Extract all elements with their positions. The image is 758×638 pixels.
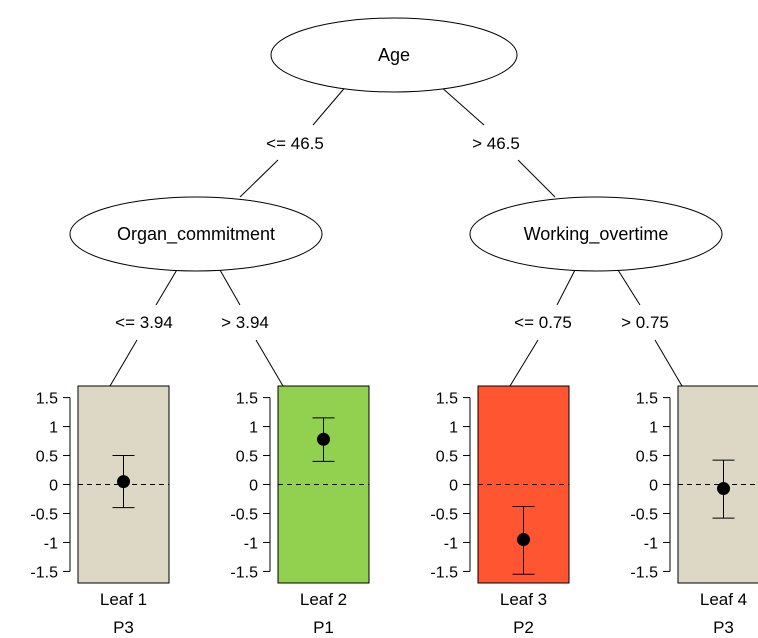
- leaf-tick-label: -0.5: [430, 506, 458, 523]
- leaf-name: Leaf 4: [700, 590, 747, 609]
- leaf-profile: P1: [313, 618, 334, 637]
- leaf-panel-3: 1.5 1 0.5 0 -0.5 -1 -1.5 Leaf 3 P2: [430, 385, 570, 637]
- edge-right-right-upper: [617, 269, 641, 306]
- inner-node-ellipse: [469, 196, 723, 272]
- leaf-tick-label: -1: [644, 535, 658, 552]
- leaf-tick-label: 1: [649, 420, 658, 437]
- leaf-estimate-point: [717, 482, 730, 496]
- leaf-name: Leaf 1: [100, 590, 147, 609]
- leaf-tick-label: 1.5: [236, 391, 258, 408]
- leaf-tick-label: -1.5: [630, 564, 658, 581]
- inner-node-ellipse: [69, 196, 323, 272]
- leaf-tick-label: -1: [44, 535, 58, 552]
- split-label-root-right: > 46.5: [472, 134, 520, 153]
- leaf-tick-label: 0.5: [436, 449, 458, 466]
- leaf-tick-label: 1: [49, 420, 58, 437]
- leaf-tick-label: -1.5: [30, 564, 58, 581]
- leaf-tick-label: 1.5: [436, 391, 458, 408]
- leaf-tick-label: 1: [449, 420, 458, 437]
- split-label-right-left: <= 0.75: [514, 313, 572, 332]
- leaf-estimate-point: [517, 533, 530, 547]
- leaf-tick-label: 0: [49, 478, 58, 495]
- edge-root-left-lower: [239, 159, 279, 198]
- root-node-label: Age: [378, 45, 410, 65]
- edge-root-right-lower: [517, 159, 556, 198]
- leaf-estimate-point: [317, 432, 330, 446]
- leaf-estimate-point: [117, 475, 130, 489]
- inner-node-organ-commitment: Organ_commitment: [69, 196, 323, 272]
- edge-right-left-upper: [556, 269, 576, 306]
- leaf-tick-label: 0.5: [636, 449, 658, 466]
- leaf-tick-label: -0.5: [30, 506, 58, 523]
- split-label-root-left: <= 46.5: [266, 134, 324, 153]
- leaf-name: Leaf 3: [500, 590, 547, 609]
- split-label-left-right: > 3.94: [221, 313, 269, 332]
- edge-left-right-lower: [255, 339, 284, 387]
- split-label-left-left: <= 3.94: [115, 313, 173, 332]
- leaf-panel-4: 1.5 1 0.5 0 -0.5 -1 -1.5 Leaf 4 P3: [630, 385, 758, 637]
- leaf-panel-1: 1.5 1 0.5 0 -0.5 -1 -1.5 Leaf 1 P3: [30, 385, 170, 637]
- leaf-profile: P3: [113, 618, 134, 637]
- edge-root-left-upper: [312, 83, 349, 126]
- leaf-tick-label: 1: [249, 420, 258, 437]
- leaf-tick-label: -1.5: [230, 564, 258, 581]
- leaf-tick-label: 1.5: [636, 391, 658, 408]
- leaf-name: Leaf 2: [300, 590, 347, 609]
- root-node: Age: [270, 17, 518, 93]
- edge-left-right-upper: [219, 269, 241, 306]
- edge-root-right-upper: [439, 85, 485, 126]
- tree-edges: [109, 83, 683, 387]
- leaf-tick-label: 1.5: [36, 391, 58, 408]
- inner-node-label: Organ_commitment: [117, 224, 275, 245]
- leaf-profile: P3: [713, 618, 734, 637]
- leaf-tick-label: 0: [249, 478, 258, 495]
- edge-right-right-lower: [654, 339, 683, 387]
- leaf-tick-label: 0: [649, 478, 658, 495]
- split-label-right-right: > 0.75: [621, 313, 669, 332]
- leaf-tick-label: -1: [444, 535, 458, 552]
- leaf-tick-label: -0.5: [230, 506, 258, 523]
- root-node-ellipse: [270, 17, 518, 93]
- inner-node-label: Working_overtime: [524, 224, 669, 245]
- leaf-tick-label: 0.5: [236, 449, 258, 466]
- leaf-panel-2: 1.5 1 0.5 0 -0.5 -1 -1.5 Leaf 2 P1: [230, 385, 370, 637]
- leaf-tick-label: -1.5: [430, 564, 458, 581]
- inner-node-working-overtime: Working_overtime: [469, 196, 723, 272]
- leaf-tick-label: -1: [244, 535, 258, 552]
- leaf-panels: 1.5 1 0.5 0 -0.5 -1 -1.5 Leaf 1 P3 1.5 1 0.5 0 -0.5 -1…: [30, 385, 758, 637]
- leaf-tick-label: -0.5: [630, 506, 658, 523]
- edge-left-left-lower: [109, 339, 138, 387]
- leaf-tick-label: 0: [449, 478, 458, 495]
- edge-right-left-lower: [509, 339, 539, 387]
- leaf-tick-label: 0.5: [36, 449, 58, 466]
- edge-left-left-upper: [155, 267, 179, 306]
- leaf-profile: P2: [513, 618, 534, 637]
